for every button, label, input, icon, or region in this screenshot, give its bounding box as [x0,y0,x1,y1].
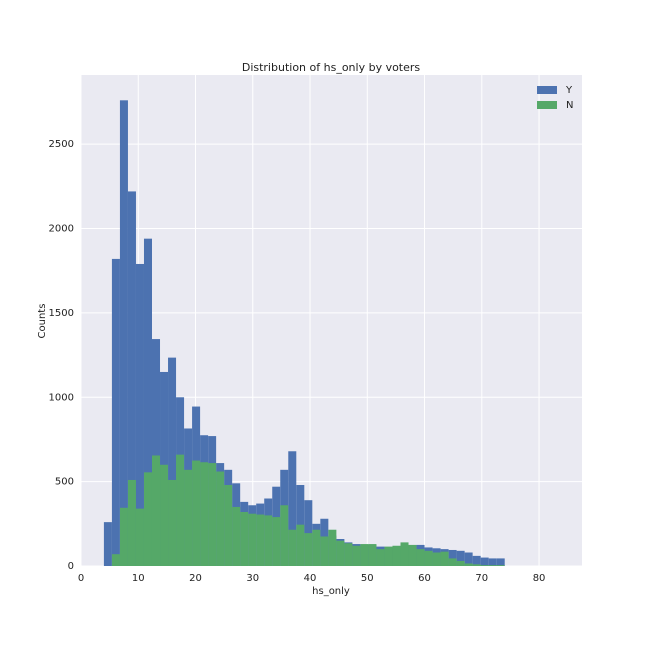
histogram-bar [216,471,225,566]
histogram-bar [135,508,144,566]
legend-label: Y [565,85,573,96]
histogram-bar [304,533,313,566]
histogram-bar [176,454,185,566]
histogram-bar [296,524,305,566]
histogram-bar [472,564,481,566]
histogram-bar [424,550,433,566]
x-axis-label: hs_only [312,586,350,597]
y-axis-label: Counts [37,304,48,339]
legend-label: N [566,100,573,111]
histogram-bar [448,549,457,566]
histogram-bar [304,500,313,566]
histogram-bar [111,554,120,566]
x-tick-label: 40 [304,573,317,584]
histogram-bar [376,549,385,566]
x-tick-label: 70 [475,573,488,584]
histogram-bar [127,191,136,567]
histogram-bar [456,550,465,566]
histogram-bar [240,512,249,566]
histogram-bar [496,565,505,566]
histogram-bar [119,507,128,566]
histogram-bar [392,545,401,566]
histogram-bar [135,263,144,566]
histogram-bar [232,506,241,566]
y-tick-label: 500 [55,477,74,488]
histogram-bar [151,339,161,566]
x-tick-label: 30 [246,573,259,584]
histogram-bar [256,514,265,566]
histogram-bar [352,545,361,566]
histogram-bar [448,558,457,566]
y-tick-label: 2000 [49,224,74,235]
histogram-bar [408,544,417,566]
histogram-bar [168,357,177,566]
histogram-bar [288,451,297,566]
x-tick-label: 80 [533,573,546,584]
histogram-bar [143,238,152,566]
histogram-bar [200,462,209,566]
y-tick-label: 1500 [49,308,74,319]
histogram-bar [480,565,489,566]
histogram-bar [488,558,497,566]
histogram-bar [312,529,321,566]
histogram-bar [360,544,369,566]
histogram-bar [488,565,497,566]
histogram-bar [280,505,289,566]
histogram-bar [320,536,329,566]
x-tick-label: 0 [78,573,84,584]
legend-swatch [537,101,557,109]
histogram-bar [208,463,217,566]
x-tick-label: 10 [132,573,145,584]
histogram-bar [168,479,177,566]
x-tick-label: 60 [418,573,431,584]
histogram-bar [111,258,120,566]
y-tick-label: 2500 [49,139,74,150]
histogram-bar [184,469,193,566]
histogram-bar [432,552,441,566]
chart-title: Distribution of hs_only by voters [242,61,421,74]
histogram-bar [464,563,473,566]
histogram-bar [480,557,489,566]
histogram-bar [119,100,128,567]
histogram-bar [272,517,281,566]
histogram-bar [248,513,257,566]
histogram-bar [143,472,152,566]
histogram-bar [368,544,377,566]
histogram-bar [103,522,112,566]
histogram-bar [400,542,409,566]
histogram-bar [192,460,201,566]
histogram-bar [336,540,345,566]
histogram-bar [416,549,425,566]
histogram-bar [384,546,393,566]
histogram-bar [464,552,473,566]
histogram-bar [472,555,481,566]
histogram-bar [127,479,136,566]
histogram-bar [328,529,337,566]
x-tick-label: 20 [189,573,202,584]
histogram-bar [264,515,273,566]
histogram-bar [440,551,449,566]
y-tick-label: 0 [68,561,74,572]
histogram-bar [224,485,233,566]
x-tick-label: 50 [361,573,374,584]
legend-swatch [537,86,557,94]
histogram-bar [456,560,465,566]
histogram-bar [151,455,161,566]
y-tick-label: 1000 [49,392,74,403]
histogram-bar [344,543,353,566]
histogram-bar [496,558,505,566]
histogram-bar [288,529,297,566]
histogram-bar [160,464,169,566]
